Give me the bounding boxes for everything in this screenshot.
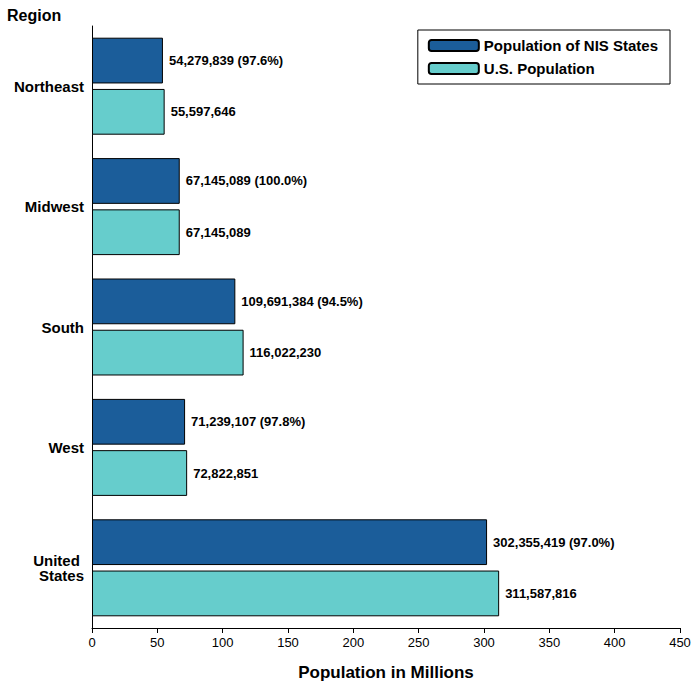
svg-text:50: 50	[150, 635, 164, 650]
svg-text:States: States	[39, 567, 84, 584]
svg-text:200: 200	[342, 635, 364, 650]
svg-text:350: 350	[538, 635, 560, 650]
svg-text:311,587,816: 311,587,816	[505, 586, 577, 601]
svg-text:450: 450	[669, 635, 691, 650]
svg-text:150: 150	[277, 635, 299, 650]
svg-text:Northeast: Northeast	[14, 78, 84, 95]
svg-text:72,822,851: 72,822,851	[193, 466, 258, 481]
svg-text:Region: Region	[7, 7, 61, 24]
svg-text:400: 400	[604, 635, 626, 650]
svg-text:Population in Millions: Population in Millions	[298, 663, 474, 682]
svg-text:54,279,839 (97.6%): 54,279,839 (97.6%)	[169, 53, 283, 68]
svg-text:100: 100	[212, 635, 234, 650]
svg-text:U.S. Population: U.S. Population	[484, 60, 595, 77]
svg-text:116,022,230: 116,022,230	[250, 345, 322, 360]
svg-text:55,597,646: 55,597,646	[171, 104, 236, 119]
svg-text:South: South	[42, 319, 85, 336]
svg-text:Population of NIS States: Population of NIS States	[484, 37, 658, 54]
svg-text:West: West	[48, 439, 84, 456]
svg-text:Midwest: Midwest	[25, 198, 84, 215]
svg-text:67,145,089 (100.0%): 67,145,089 (100.0%)	[186, 173, 307, 188]
svg-text:0: 0	[88, 635, 95, 650]
svg-text:300: 300	[473, 635, 495, 650]
svg-text:302,355,419 (97.0%): 302,355,419 (97.0%)	[493, 535, 614, 550]
svg-text:United: United	[33, 551, 84, 569]
svg-text:250: 250	[408, 635, 430, 650]
svg-text:67,145,089: 67,145,089	[186, 225, 251, 240]
svg-text:71,239,107 (97.8%): 71,239,107 (97.8%)	[191, 414, 305, 429]
svg-text:109,691,384 (94.5%): 109,691,384 (94.5%)	[241, 294, 362, 309]
